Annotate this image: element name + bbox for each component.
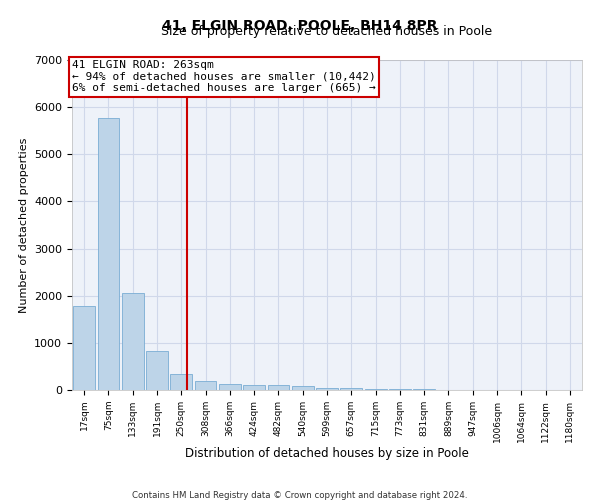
Text: 41 ELGIN ROAD: 263sqm
← 94% of detached houses are smaller (10,442)
6% of semi-d: 41 ELGIN ROAD: 263sqm ← 94% of detached … [72, 60, 376, 93]
Bar [365, 388, 386, 390]
Bar [243, 385, 265, 390]
Bar [122, 293, 143, 390]
Bar [73, 306, 95, 390]
Bar [292, 386, 314, 390]
Bar [219, 384, 241, 390]
Bar [170, 374, 192, 390]
Text: 41, ELGIN ROAD, POOLE, BH14 8PR: 41, ELGIN ROAD, POOLE, BH14 8PR [162, 18, 438, 32]
Y-axis label: Number of detached properties: Number of detached properties [19, 138, 29, 312]
Bar [316, 388, 338, 390]
Bar [146, 352, 168, 390]
Bar [389, 389, 411, 390]
Bar [340, 388, 362, 390]
Bar [97, 118, 119, 390]
Title: Size of property relative to detached houses in Poole: Size of property relative to detached ho… [161, 25, 493, 38]
X-axis label: Distribution of detached houses by size in Poole: Distribution of detached houses by size … [185, 448, 469, 460]
Text: Contains HM Land Registry data © Crown copyright and database right 2024.: Contains HM Land Registry data © Crown c… [132, 490, 468, 500]
Bar [268, 386, 289, 390]
Bar [194, 380, 217, 390]
